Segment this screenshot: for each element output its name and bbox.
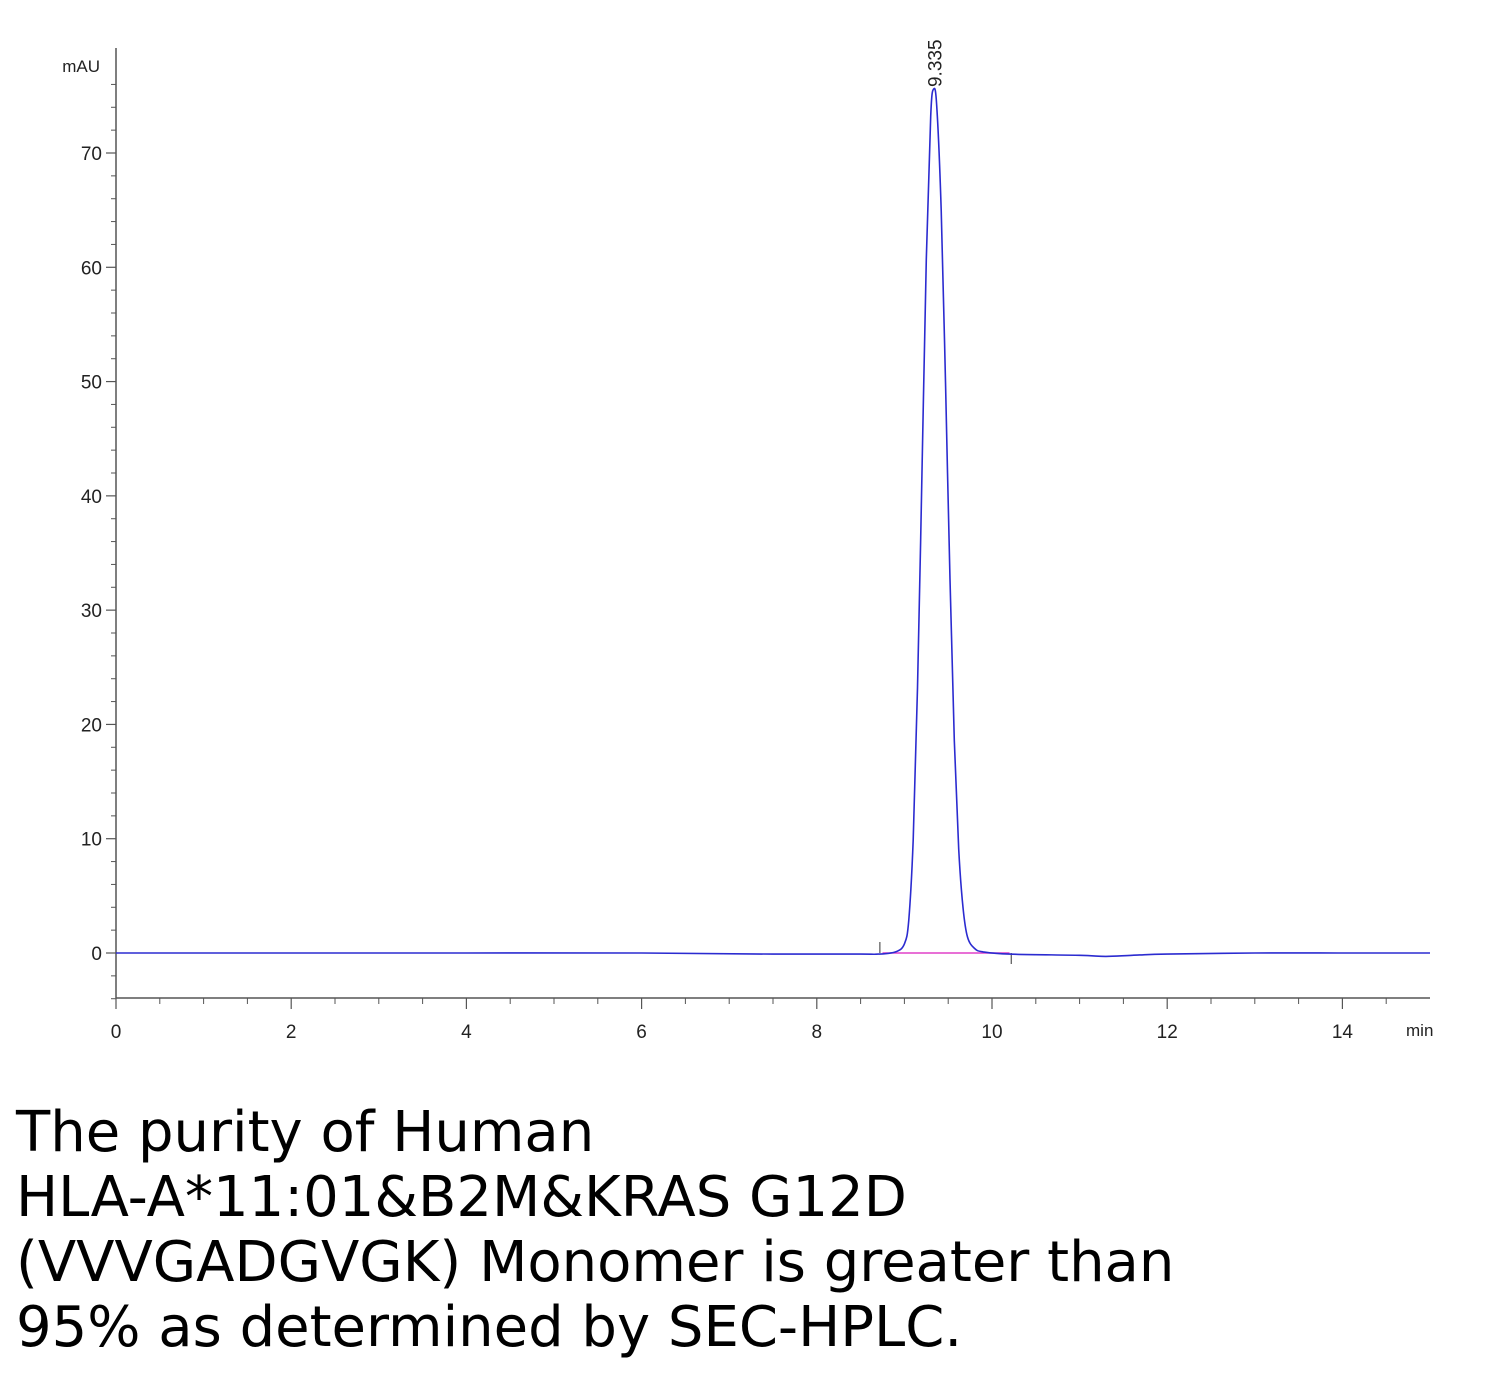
series-layer: [115, 87, 1430, 958]
peak-annotations: 9.335: [926, 39, 947, 87]
chromatogram-chart: 0 10 20 30 40 50 60 70 0 2 4 6 8 10 12 14 mAU min 9.33…: [62, 39, 1433, 1043]
caption-line-1: The purity of Human: [16, 1100, 595, 1165]
x-tick-label: 6: [636, 1022, 647, 1043]
x-tick-label: 2: [286, 1022, 297, 1043]
series-line: [115, 87, 1430, 958]
x-tick-label: 10: [981, 1022, 1002, 1043]
x-tick-label: 8: [812, 1022, 823, 1043]
y-tick-label: 40: [81, 487, 102, 508]
x-tick-label: 4: [461, 1022, 472, 1043]
y-tick-label: 30: [81, 601, 102, 622]
y-unit-label: mAU: [62, 57, 100, 76]
x-tick-label: 12: [1157, 1022, 1178, 1043]
caption-line-2: HLA-A*11:01&B2M&KRAS G12D: [16, 1165, 907, 1230]
y-tick-label: 10: [81, 830, 102, 851]
y-tick-label: 20: [81, 715, 102, 736]
x-major-ticks: 0 2 4 6 8 10 12 14: [111, 998, 1354, 1043]
caption-line-4: 95% as determined by SEC-HPLC.: [16, 1295, 963, 1360]
y-tick-label: 0: [91, 944, 102, 965]
y-tick-label: 70: [81, 144, 102, 165]
caption-line-3: (VVVGADGVGK) Monomer is greater than: [16, 1230, 1175, 1295]
x-minor-ticks: [159, 998, 1387, 1004]
y-tick-label: 60: [81, 258, 102, 279]
y-minor-ticks: [111, 83, 116, 1000]
peak-label: 9.335: [926, 39, 947, 87]
x-tick-label: 14: [1332, 1022, 1354, 1043]
y-major-ticks: 0 10 20 30 40 50 60 70: [81, 144, 116, 965]
y-tick-label: 50: [81, 373, 102, 394]
x-tick-label: 0: [111, 1022, 122, 1043]
caption: The purity of Human HLA-A*11:01&B2M&KRAS…: [16, 1100, 1456, 1360]
x-unit-label: min: [1406, 1021, 1433, 1040]
